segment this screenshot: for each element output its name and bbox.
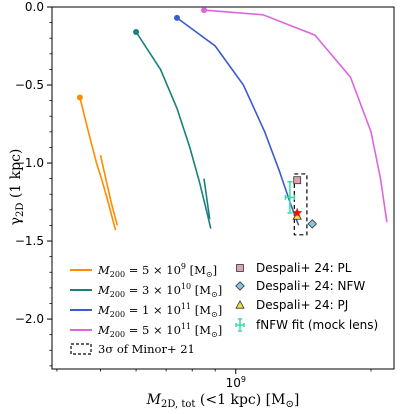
marker-square: [293, 176, 302, 185]
series-line-4: [203, 9, 388, 223]
series-start-point-2: [133, 28, 140, 35]
series-line-1: [79, 97, 117, 231]
legend-point-label-4: fNFW fit (mock lens): [256, 318, 378, 332]
series-line-2: [135, 31, 212, 229]
marker-square: [236, 264, 244, 272]
y-axis-ticks: 0.0 −0.5 −1.0 −1.5 −2.0: [15, 0, 52, 367]
y-axis-label: γ2D (1 kpc): [8, 149, 26, 226]
star-marker: [292, 207, 303, 218]
legend-right: Despali+ 24: PL Despali+ 24: NFW Despali+ …: [235, 261, 378, 332]
points-layer: [284, 176, 318, 229]
legend-label-2: M200 = 3 × 1010 [M⊙]: [97, 282, 222, 299]
legend-minor-box: [70, 343, 92, 355]
series-layer: [76, 7, 388, 231]
y-tick-label: 0.0: [25, 0, 44, 14]
series-start-point-3: [173, 14, 180, 21]
legend-label-3: M200 = 1 × 1011 [M⊙]: [97, 302, 222, 319]
legend-point-label-1: Despali+ 24: PL: [256, 261, 352, 275]
marker-diamond: [307, 219, 318, 229]
marker-diamond: [235, 281, 245, 291]
y-tick-label: −2.0: [15, 312, 44, 326]
y-tick-label: −1.0: [15, 156, 44, 170]
y-tick-label: −1.5: [15, 234, 44, 248]
series-start-point-1: [76, 94, 83, 101]
x-tick-label: 109: [226, 375, 246, 390]
legend-label-4: M200 = 5 × 1011 [M⊙]: [97, 322, 222, 339]
minor-box-layer: [293, 173, 308, 236]
series-start-point-4: [201, 7, 208, 14]
y-tick-label: −0.5: [15, 78, 44, 92]
legend-point-label-3: Despali+ 24: PJ: [256, 298, 348, 312]
series-segment-2: [203, 178, 211, 220]
legend-left: M200 = 5 × 109 [M⊙] M200 = 3 × 1010 [M⊙] M…: [70, 262, 222, 356]
minor21-box: [293, 173, 308, 236]
marker-triangle: [235, 300, 245, 309]
plot-frame: [51, 6, 395, 370]
legend-minor-label: 3σ of Minor+ 21: [98, 342, 195, 356]
legend-point-label-2: Despali+ 24: NFW: [256, 279, 365, 293]
x-axis-ticks: 109: [56, 369, 372, 390]
x-axis-label: M2D, tot (<1 kpc) [M⊙]: [146, 392, 300, 410]
series-segment-1: [99, 155, 119, 226]
series-line-3: [176, 17, 300, 226]
legend-label-1: M200 = 5 × 109 [M⊙]: [97, 262, 217, 279]
